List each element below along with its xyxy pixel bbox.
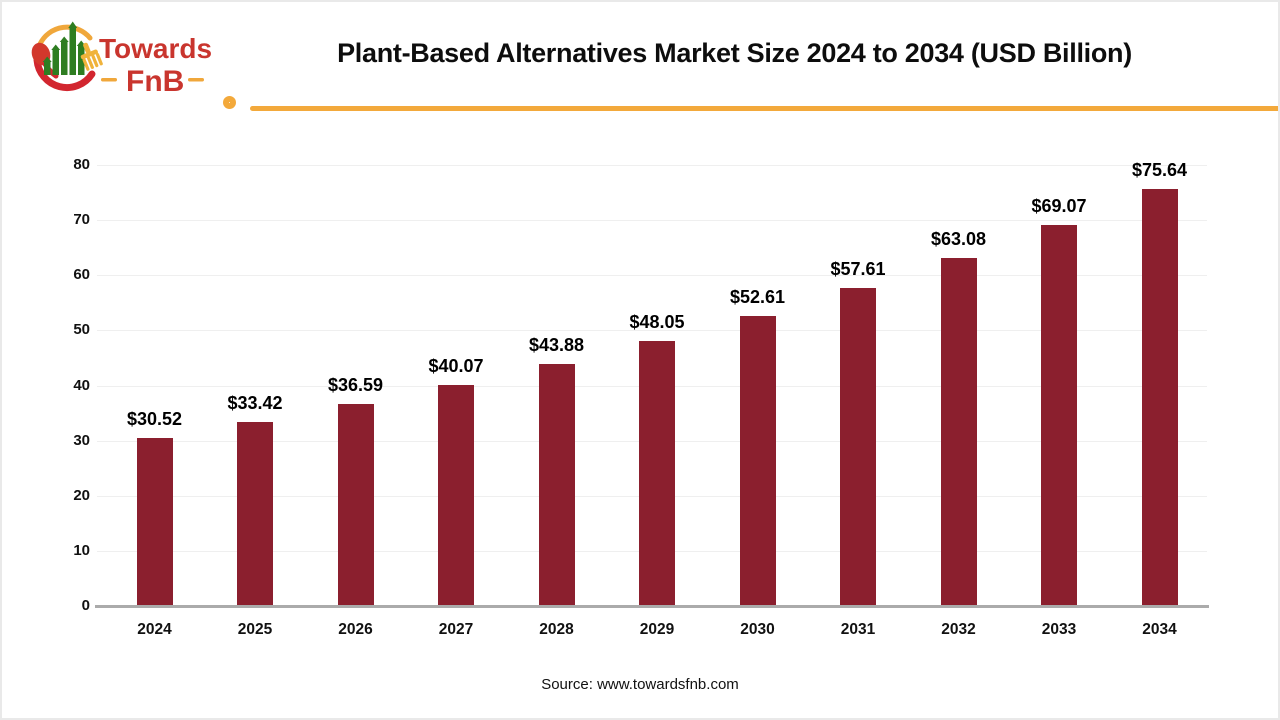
x-axis-tick-label: 2030 [740, 621, 775, 638]
bar-value-label: $30.52 [126, 408, 183, 429]
x-axis-tick-label: 2032 [941, 621, 976, 638]
gridline [97, 275, 1207, 277]
bar-value-label: $52.61 [729, 286, 786, 307]
page-title: Plant-Based Alternatives Market Size 202… [337, 38, 1132, 68]
logo-red-arc [33, 56, 96, 92]
x-axis-tick-label: 2024 [137, 621, 172, 638]
y-axis-tick-label: 60 [73, 266, 90, 284]
bar [438, 385, 474, 606]
logo-orange-arc [37, 24, 93, 47]
logo-dash-right [188, 78, 204, 82]
bar-value-label: $63.08 [930, 229, 987, 250]
bar-value-label: $75.64 [1131, 160, 1188, 181]
y-axis-tick-label: 20 [73, 486, 90, 504]
towardsfnb-logo: Towards FnB [31, 21, 212, 96]
bar [639, 341, 675, 606]
bar-value-label: $43.88 [528, 335, 585, 356]
divider-line [250, 106, 1278, 111]
x-axis-tick-label: 2031 [840, 621, 876, 638]
x-axis-tick-label: 2027 [438, 621, 474, 638]
source-text: Source: www.towardsfnb.com [541, 676, 739, 693]
bar [237, 421, 273, 606]
bar [940, 258, 977, 606]
logo-dash-left [101, 78, 117, 82]
bar-value-label: $48.05 [629, 312, 685, 333]
bar [136, 437, 173, 606]
logo-circle-icon [31, 21, 103, 92]
y-axis-tick-label: 30 [73, 431, 90, 449]
bar-value-label: $33.42 [227, 392, 283, 413]
x-axis-tick-label: 2028 [539, 621, 574, 638]
y-axis-tick-label: 10 [73, 541, 90, 559]
divider-ring-icon [223, 96, 236, 109]
y-axis-tick-label: 70 [73, 211, 90, 229]
bar-value-label: $57.61 [830, 259, 886, 280]
bar [739, 315, 776, 606]
y-axis-tick-label: 80 [73, 156, 90, 173]
x-axis-tick-label: 2025 [237, 621, 273, 638]
bar-value-label: $36.59 [327, 375, 384, 396]
gridline [97, 330, 1207, 332]
y-axis-tick-label: 40 [73, 376, 90, 394]
x-axis-tick-label: 2033 [1041, 621, 1077, 638]
logo-fork-icon [80, 42, 103, 71]
y-axis-tick-label: 0 [81, 597, 90, 614]
bar [1141, 189, 1178, 606]
bar-value-label: $69.07 [1031, 196, 1087, 217]
x-axis-tick-label: 2029 [639, 621, 675, 638]
x-axis-tick-label: 2034 [1142, 621, 1177, 638]
x-axis-tick-label: 2026 [338, 621, 373, 638]
bar [337, 404, 374, 606]
bar [1041, 225, 1077, 606]
logo-brand-top: Towards [99, 33, 212, 64]
gridline [97, 220, 1207, 222]
bar [538, 364, 575, 606]
gridline [97, 165, 1207, 166]
bar [840, 288, 876, 606]
y-axis-tick-label: 50 [73, 321, 90, 339]
bar-value-label: $40.07 [428, 356, 484, 377]
logo-brand-bottom: FnB [126, 65, 184, 96]
x-axis-baseline [95, 604, 1209, 608]
